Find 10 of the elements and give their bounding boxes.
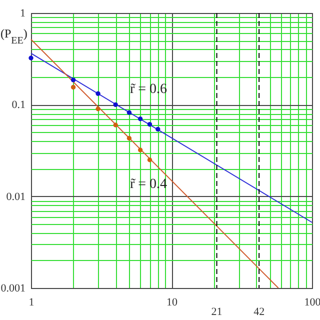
ref-line-label: 21 — [211, 306, 222, 318]
ref-line-label: 42 — [254, 306, 265, 318]
x-tick-label: 100 — [304, 296, 320, 308]
y-tick-label: 0.1 — [12, 99, 26, 112]
x-tick-label: 1 — [28, 296, 34, 308]
y-tick-label: 0.001 — [0, 282, 26, 294]
y-tick-label: 1 — [20, 8, 26, 20]
x-tick-label: 10 — [166, 296, 178, 308]
y-axis-title: (P$_{EE}$) — [0, 26, 28, 46]
y-tick-label: 0.01 — [6, 190, 26, 203]
